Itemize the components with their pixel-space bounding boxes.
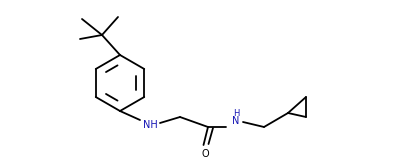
Text: NH: NH — [143, 120, 157, 130]
Text: N: N — [232, 116, 240, 126]
Text: O: O — [201, 149, 209, 159]
Text: H: H — [233, 110, 239, 119]
